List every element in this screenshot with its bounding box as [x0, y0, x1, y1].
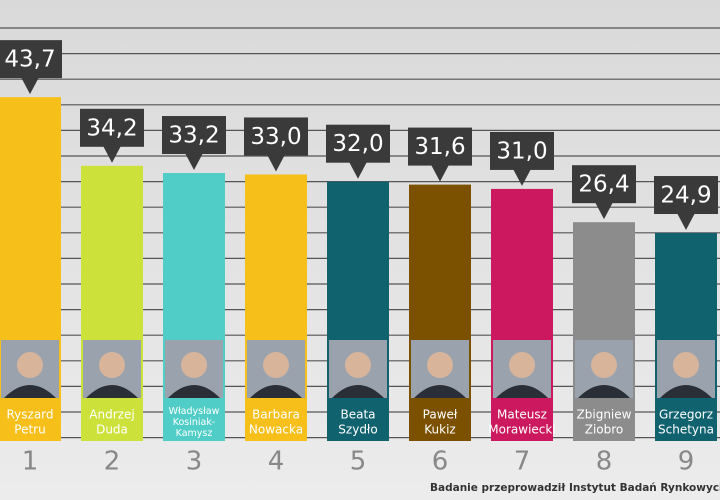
candidate-name: Duda — [96, 423, 128, 437]
value-callout-pointer — [349, 161, 367, 179]
value-callout-pointer — [431, 164, 449, 182]
photo-body — [414, 385, 466, 398]
photo-body — [496, 385, 548, 398]
photo-face — [17, 352, 43, 378]
bar — [327, 181, 389, 440]
candidate-name: Nowacka — [249, 423, 303, 437]
bar — [245, 174, 307, 440]
photo-body — [4, 385, 56, 398]
value-label: 32,0 — [332, 131, 383, 157]
rank: 6 — [432, 447, 449, 477]
bar — [573, 222, 635, 440]
value-callout — [80, 108, 144, 147]
rank: 1 — [22, 447, 39, 477]
name-box — [163, 404, 225, 441]
bar — [491, 188, 553, 440]
value-callout-pointer — [267, 154, 285, 172]
name-box — [409, 404, 471, 441]
candidate-name: Andrzej — [89, 408, 134, 422]
bar — [163, 173, 225, 440]
value-label: 31,6 — [414, 134, 465, 160]
photo-face — [99, 352, 125, 378]
value-callout — [244, 117, 308, 156]
name-box — [573, 404, 635, 441]
photo-face — [345, 352, 371, 378]
photo-body — [86, 385, 138, 398]
value-callout-pointer — [677, 213, 695, 231]
photo-face — [263, 352, 289, 378]
rank: 4 — [268, 447, 285, 477]
rank: 5 — [350, 447, 367, 477]
name-box — [0, 404, 61, 441]
photo-face — [509, 352, 535, 378]
value-callout — [490, 131, 554, 170]
value-callout-pointer — [185, 153, 203, 171]
value-label: 43,7 — [4, 47, 55, 73]
value-callout-pointer — [103, 145, 121, 163]
candidate-name: Zbigniew — [577, 408, 632, 422]
rank: 8 — [596, 447, 613, 477]
candidate-name: Petru — [14, 423, 45, 437]
candidate-name: Morawiecki — [488, 423, 555, 437]
rank: 7 — [514, 447, 531, 477]
value-label: 24,9 — [660, 183, 711, 209]
value-label: 26,4 — [578, 172, 629, 198]
value-callout — [572, 165, 636, 204]
photo-face — [673, 352, 699, 378]
name-box — [327, 404, 389, 441]
candidate-name: Barbara — [252, 408, 300, 422]
name-box — [245, 404, 307, 441]
value-label: 34,2 — [86, 115, 137, 141]
candidate-name: Mateusz — [497, 408, 547, 422]
candidate-name: Władysław — [169, 406, 220, 417]
value-callout — [654, 176, 718, 215]
rank: 9 — [678, 447, 695, 477]
candidate-name: Grzegorz — [659, 408, 713, 422]
candidate-name: Ryszard — [6, 408, 53, 422]
candidate-name: Schetyna — [658, 423, 714, 437]
bar — [409, 184, 471, 440]
photo-face — [427, 352, 453, 378]
name-box — [491, 404, 553, 441]
value-label: 31,0 — [496, 138, 547, 164]
value-label: 33,2 — [168, 123, 219, 149]
name-box — [655, 404, 717, 441]
candidate-name: Beata — [340, 408, 375, 422]
value-callout — [162, 116, 226, 155]
candidate-name: Szydło — [338, 423, 377, 437]
value-label: 33,0 — [250, 124, 301, 150]
value-callout-pointer — [21, 77, 39, 95]
candidate-name: Kamysz — [176, 428, 213, 439]
value-callout-pointer — [595, 202, 613, 220]
source-note: Badanie przeprowadził Instytut Badań Ryn… — [430, 482, 720, 494]
photo-body — [660, 385, 712, 398]
value-callout — [326, 124, 390, 163]
candidate-name: Kosiniak- — [173, 417, 216, 428]
photo-body — [332, 385, 384, 398]
name-box — [81, 404, 143, 441]
candidate-name: Kukiz — [424, 423, 455, 437]
photo-face — [181, 352, 207, 378]
value-callout — [0, 40, 62, 79]
rank: 3 — [186, 447, 203, 477]
photo-face — [591, 352, 617, 378]
bar — [81, 165, 143, 441]
candidate-name: Ziobro — [585, 423, 624, 437]
photo-body — [168, 385, 220, 398]
value-callout — [408, 127, 472, 166]
value-callout-pointer — [513, 168, 531, 186]
photo-body — [578, 385, 630, 398]
candidate-name: Paweł — [423, 408, 458, 422]
photo-body — [250, 385, 302, 398]
rank: 2 — [104, 447, 121, 477]
